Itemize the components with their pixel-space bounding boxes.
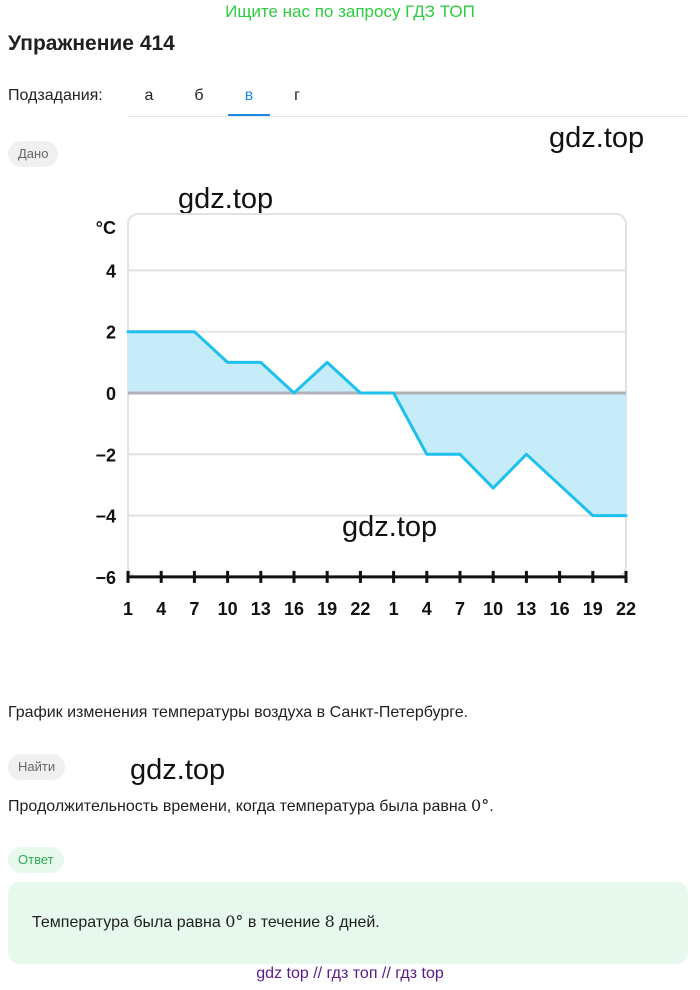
answer-box: Температура была равна 0° в течение 8 дн… (8, 882, 688, 964)
answer-middle: в течение (247, 914, 321, 931)
find-badge: Найти (8, 754, 66, 780)
watermark: gdz.top (130, 754, 226, 786)
y-tick-label: 2 (106, 323, 116, 343)
answer-suffix: дней. (339, 914, 380, 931)
answer-text: Температура была равна 0° в течение 8 дн… (32, 912, 380, 932)
x-tick-label: 10 (483, 599, 503, 619)
x-tick-label: 1 (389, 599, 399, 619)
y-tick-label: −6 (95, 568, 116, 588)
answer-badge: Ответ (8, 847, 64, 873)
x-tick-label: 4 (156, 599, 166, 619)
x-tick-label: 7 (455, 599, 465, 619)
answer-prefix: Температура была равна (32, 914, 221, 931)
y-tick-label: −4 (95, 507, 116, 527)
find-text: Продолжительность времени, когда темпера… (8, 796, 494, 816)
tab-b[interactable]: б (194, 87, 204, 104)
x-tick-label: 16 (550, 599, 570, 619)
temperature-chart: 1 4 7 10 13 16 19 22 1 4 7 10 13 16 19 22 4 2 0 −2 −4 −6 °C (95, 213, 636, 619)
answer-days: 8 (324, 912, 335, 931)
x-tick-label: 10 (218, 599, 238, 619)
watermark: gdz.top (549, 122, 645, 154)
temperature-area (128, 331, 626, 516)
subtask-tabs: а б в г (128, 78, 688, 117)
x-tick-label: 13 (516, 599, 536, 619)
x-tick-label: 13 (251, 599, 271, 619)
x-tick-label: 19 (583, 599, 603, 619)
find-math: 0° (471, 796, 490, 815)
x-tick-label: 4 (422, 599, 432, 619)
chart-description: График изменения температуры воздуха в С… (8, 704, 469, 721)
x-tick-label: 16 (284, 599, 304, 619)
tab-g[interactable]: г (294, 87, 300, 104)
y-unit-label: °C (96, 218, 116, 238)
tab-a[interactable]: а (144, 87, 154, 104)
temperature-line (126, 330, 628, 518)
y-tick-label: 0 (106, 384, 116, 404)
x-tick-label: 22 (350, 599, 370, 619)
footer-watermark: gdz top // гдз топ // гдз top (256, 965, 444, 982)
given-badge: Дано (8, 141, 59, 167)
find-text-main: Продолжительность времени, когда темпера… (8, 798, 467, 815)
x-tick-label: 19 (317, 599, 337, 619)
y-tick-label: −2 (95, 445, 116, 465)
answer-value: 0° (225, 912, 244, 931)
x-tick-label: 7 (189, 599, 199, 619)
x-tick-label: 22 (616, 599, 636, 619)
watermark: gdz.top (178, 183, 274, 215)
find-end: . (489, 798, 494, 815)
subtasks-label: Подзадания: (8, 87, 103, 104)
watermark: gdz.top (342, 511, 438, 543)
x-tick-label: 1 (123, 599, 133, 619)
exercise-title: Упражнение 414 (8, 32, 175, 55)
search-hint-banner: Ищите нас по запросу ГДЗ ТОП (225, 2, 475, 21)
y-tick-label: 4 (106, 261, 116, 281)
tab-v[interactable]: в (228, 78, 270, 116)
